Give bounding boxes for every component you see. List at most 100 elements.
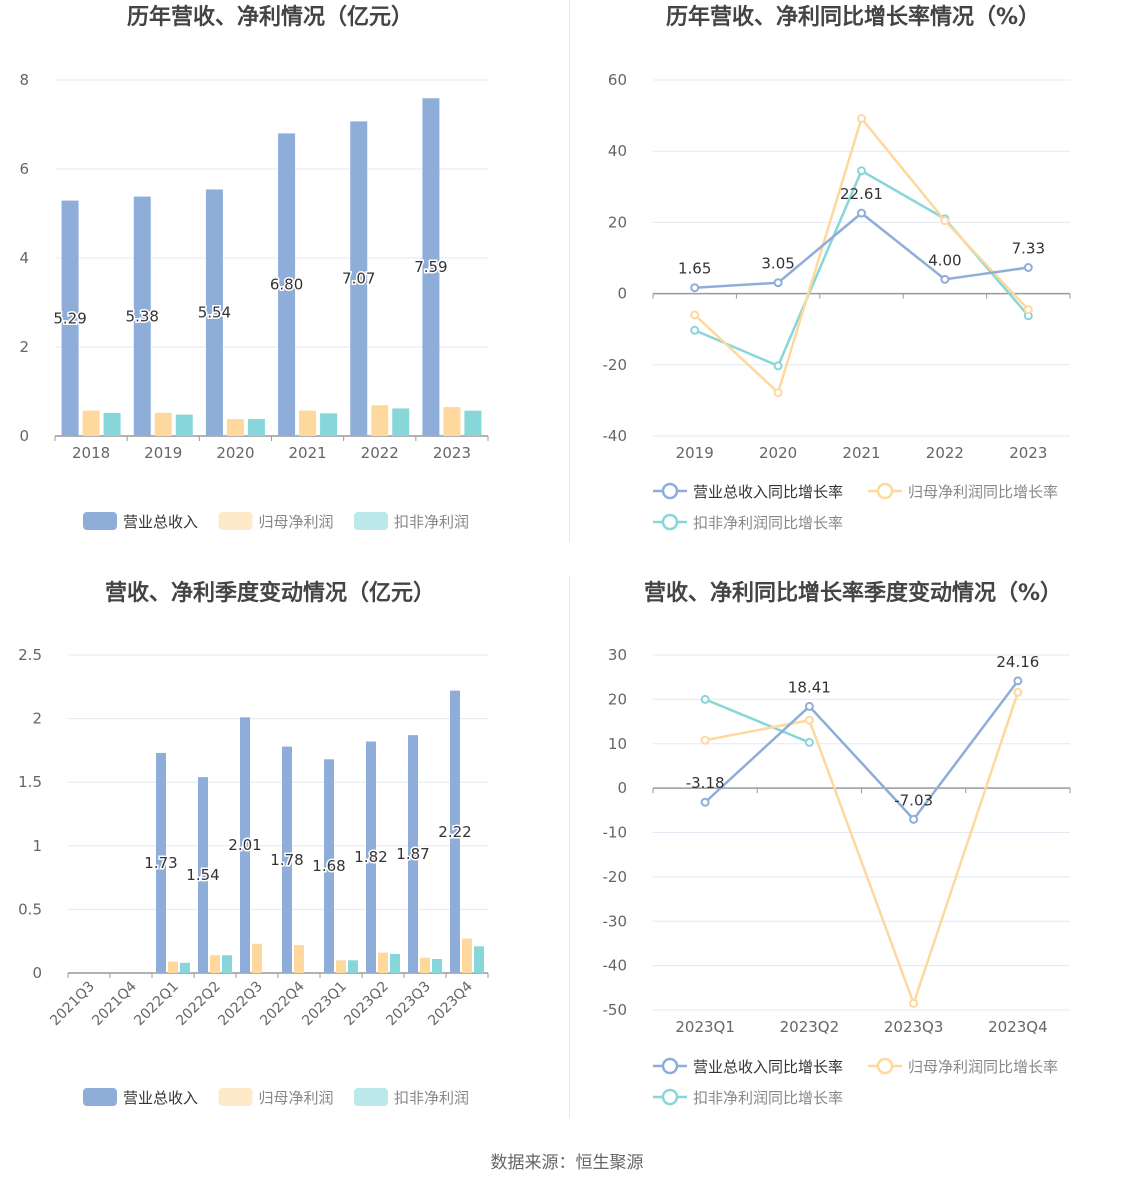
bar-revenue bbox=[422, 98, 440, 437]
bar-deducted-profit bbox=[474, 946, 484, 973]
data-label: 1.54 bbox=[186, 866, 219, 884]
data-point bbox=[857, 166, 866, 176]
chart-svg: 历年营收、净利情况（亿元） 0 2 4 6 8 2018 5.29 2019 5.38 2020 5.… bbox=[19, 4, 489, 531]
data-label: 24.16 bbox=[996, 653, 1039, 671]
x-tick-label: 2023Q2 bbox=[341, 979, 392, 1030]
bar-net-profit bbox=[82, 410, 100, 436]
data-label: -3.18 bbox=[686, 774, 725, 792]
x-tick-label: 2022 bbox=[926, 444, 964, 462]
bar-revenue bbox=[366, 741, 376, 973]
bar-revenue bbox=[282, 746, 292, 973]
data-point bbox=[700, 797, 710, 807]
chart-title: 营收、净利同比增长率季度变动情况（%） bbox=[644, 580, 1062, 606]
y-tick-label: -30 bbox=[603, 912, 628, 930]
bar-deducted-profit bbox=[103, 412, 121, 436]
x-tick-label: 2021Q4 bbox=[89, 978, 140, 1029]
bar-deducted-profit bbox=[392, 408, 410, 436]
data-point bbox=[1013, 676, 1023, 686]
data-label: 3.05 bbox=[761, 255, 794, 273]
data-label: -7.03 bbox=[894, 791, 933, 809]
data-point bbox=[773, 278, 783, 288]
quarterly-growth-rate-chart: 营收、净利同比增长率季度变动情况（%） -50 -40 -30 -20 -10 0 10 20 3… bbox=[567, 576, 1134, 1152]
y-tick-label: 60 bbox=[608, 71, 627, 89]
bar-net-profit bbox=[420, 957, 430, 973]
y-tick-label: -20 bbox=[603, 356, 628, 374]
bar-revenue bbox=[408, 735, 418, 973]
legend-marker bbox=[876, 1057, 894, 1075]
series-line bbox=[704, 691, 1020, 1008]
y-tick-label: 2.5 bbox=[18, 646, 42, 664]
y-tick-label: 6 bbox=[19, 160, 29, 178]
x-tick-label: 2020 bbox=[759, 444, 797, 462]
data-point bbox=[940, 216, 950, 226]
data-label: 5.29 bbox=[53, 309, 86, 327]
data-label: 1.65 bbox=[678, 260, 711, 278]
y-tick-label: 4 bbox=[19, 249, 29, 267]
legend-label: 扣非净利润同比增长率 bbox=[693, 514, 843, 532]
x-tick-label: 2023Q4 bbox=[425, 978, 476, 1029]
x-tick-label: 2022Q3 bbox=[215, 979, 266, 1030]
data-point bbox=[804, 715, 814, 725]
y-tick-label: -10 bbox=[603, 824, 628, 842]
y-tick-label: -40 bbox=[603, 957, 628, 975]
bar-revenue bbox=[133, 196, 151, 436]
y-tick-label: 40 bbox=[608, 142, 627, 160]
data-label: 1.68 bbox=[312, 857, 345, 875]
data-point bbox=[804, 701, 814, 711]
data-point bbox=[773, 361, 783, 371]
bar-deducted-profit bbox=[464, 410, 482, 436]
data-label: 1.73 bbox=[144, 854, 177, 872]
legend-swatch bbox=[218, 1088, 253, 1106]
legend-swatch bbox=[83, 1088, 117, 1106]
y-tick-label: 20 bbox=[608, 213, 627, 231]
legend-marker bbox=[661, 1057, 679, 1075]
chart-title: 历年营收、净利同比增长率情况（%） bbox=[666, 4, 1040, 30]
legend-marker bbox=[876, 482, 894, 500]
bar-net-profit bbox=[462, 938, 472, 973]
x-tick-label: 2019 bbox=[676, 444, 714, 462]
y-tick-label: -40 bbox=[603, 427, 628, 445]
data-label: 22.61 bbox=[840, 185, 883, 203]
x-tick-label: 2023 bbox=[433, 444, 471, 462]
data-point bbox=[804, 737, 814, 747]
x-tick-label: 2023Q3 bbox=[383, 979, 434, 1030]
bar-revenue bbox=[240, 717, 250, 973]
data-source-note: 数据来源：恒生聚源 bbox=[490, 1153, 644, 1173]
series-line bbox=[694, 211, 1029, 289]
bar-deducted-profit bbox=[180, 962, 190, 973]
bar-deducted-profit bbox=[320, 413, 338, 436]
y-tick-label: 0 bbox=[19, 427, 29, 445]
legend-marker bbox=[661, 1088, 679, 1106]
legend-label: 营业总收入同比增长率 bbox=[693, 1058, 843, 1076]
legend-label: 营业总收入同比增长率 bbox=[693, 483, 843, 501]
legend-label: 扣非净利润同比增长率 bbox=[693, 1089, 843, 1107]
data-point bbox=[690, 310, 700, 320]
bar-net-profit bbox=[210, 955, 220, 973]
legend-label: 归母净利润同比增长率 bbox=[908, 1058, 1058, 1076]
y-tick-label: 0 bbox=[32, 964, 42, 982]
x-tick-label: 2023Q4 bbox=[988, 1018, 1048, 1036]
legend-label: 营业总收入 bbox=[123, 513, 198, 531]
y-tick-label: 10 bbox=[608, 735, 627, 753]
data-point bbox=[909, 998, 919, 1008]
y-tick-label: 20 bbox=[608, 690, 627, 708]
x-tick-label: 2022Q2 bbox=[173, 979, 224, 1030]
divider-top bbox=[569, 0, 570, 542]
legend-label: 归母净利润 bbox=[259, 1089, 334, 1107]
bar-revenue bbox=[350, 121, 368, 436]
data-label: 1.87 bbox=[396, 845, 429, 863]
chart-title: 营收、净利季度变动情况（亿元） bbox=[105, 580, 435, 606]
y-tick-label: 1 bbox=[32, 837, 42, 855]
bar-net-profit bbox=[252, 943, 262, 973]
data-point bbox=[909, 814, 919, 824]
chart-title: 历年营收、净利情况（亿元） bbox=[127, 4, 413, 30]
data-point bbox=[1013, 687, 1023, 697]
x-tick-label: 2021 bbox=[288, 444, 326, 462]
data-point bbox=[1023, 305, 1033, 315]
bar-deducted-profit bbox=[348, 960, 358, 973]
divider-bottom bbox=[569, 576, 570, 1118]
data-label: 7.33 bbox=[1012, 240, 1045, 258]
bar-net-profit bbox=[154, 412, 172, 436]
bar-deducted-profit bbox=[247, 419, 265, 436]
legend-swatch bbox=[83, 512, 117, 530]
